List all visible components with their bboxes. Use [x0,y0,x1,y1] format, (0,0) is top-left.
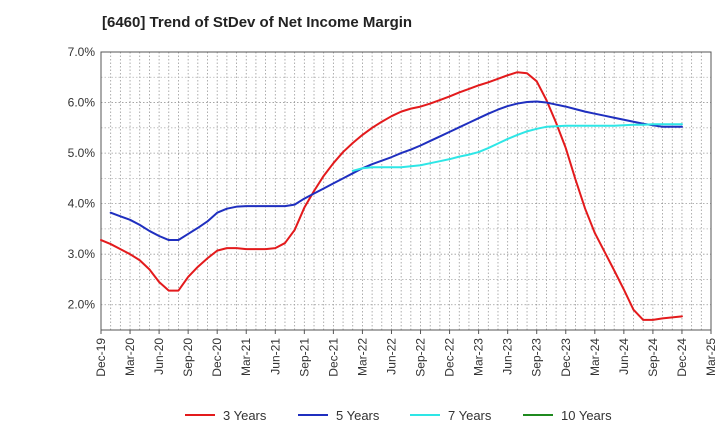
series-line-5-years [109,100,683,242]
x-tick-label: Sep-22 [414,338,428,377]
x-tick-label: Mar-21 [239,338,253,376]
x-tick-label: Mar-20 [123,338,137,376]
x-tick-label: Sep-21 [297,338,311,377]
x-tick-label: Sep-24 [646,338,660,377]
chart-title: [6460] Trend of StDev of Net Income Marg… [102,14,413,31]
y-tick-label: 6.0% [68,96,96,110]
plot-border [100,51,712,331]
y-tick-label: 2.0% [68,298,96,312]
legend-label: 5 Years [336,408,380,423]
x-tick-label: Dec-20 [210,338,224,377]
x-tick-label: Jun-24 [617,338,631,375]
legend-label: 10 Years [561,408,612,423]
x-tick-label: Mar-25 [704,338,718,376]
y-tick-label: 5.0% [68,146,96,160]
x-tick-label: Sep-23 [530,338,544,377]
x-tick-label: Jun-22 [384,338,398,375]
y-tick-label: 4.0% [68,197,96,211]
x-tick-label: Mar-23 [472,338,486,376]
x-tick-label: Dec-24 [675,338,689,377]
x-tick-label: Mar-24 [588,338,602,376]
x-tick-label: Dec-19 [94,338,108,377]
x-tick-label: Jun-21 [268,338,282,375]
x-tick-label: Dec-23 [559,338,573,377]
y-tick-label: 3.0% [68,247,96,261]
x-tick-label: Dec-21 [326,338,340,377]
x-tick-label: Jun-20 [152,338,166,375]
legend-label: 3 Years [223,408,267,423]
x-tick-label: Sep-20 [181,338,195,377]
x-tick-label: Mar-22 [355,338,369,376]
y-tick-label: 7.0% [68,45,96,59]
x-tick-label: Jun-23 [501,338,515,375]
series-line-7-years [351,123,683,172]
series-line-3-years [100,71,683,321]
plot-area [101,52,711,330]
legend-label: 7 Years [448,408,492,423]
x-tick-label: Dec-22 [443,338,457,377]
